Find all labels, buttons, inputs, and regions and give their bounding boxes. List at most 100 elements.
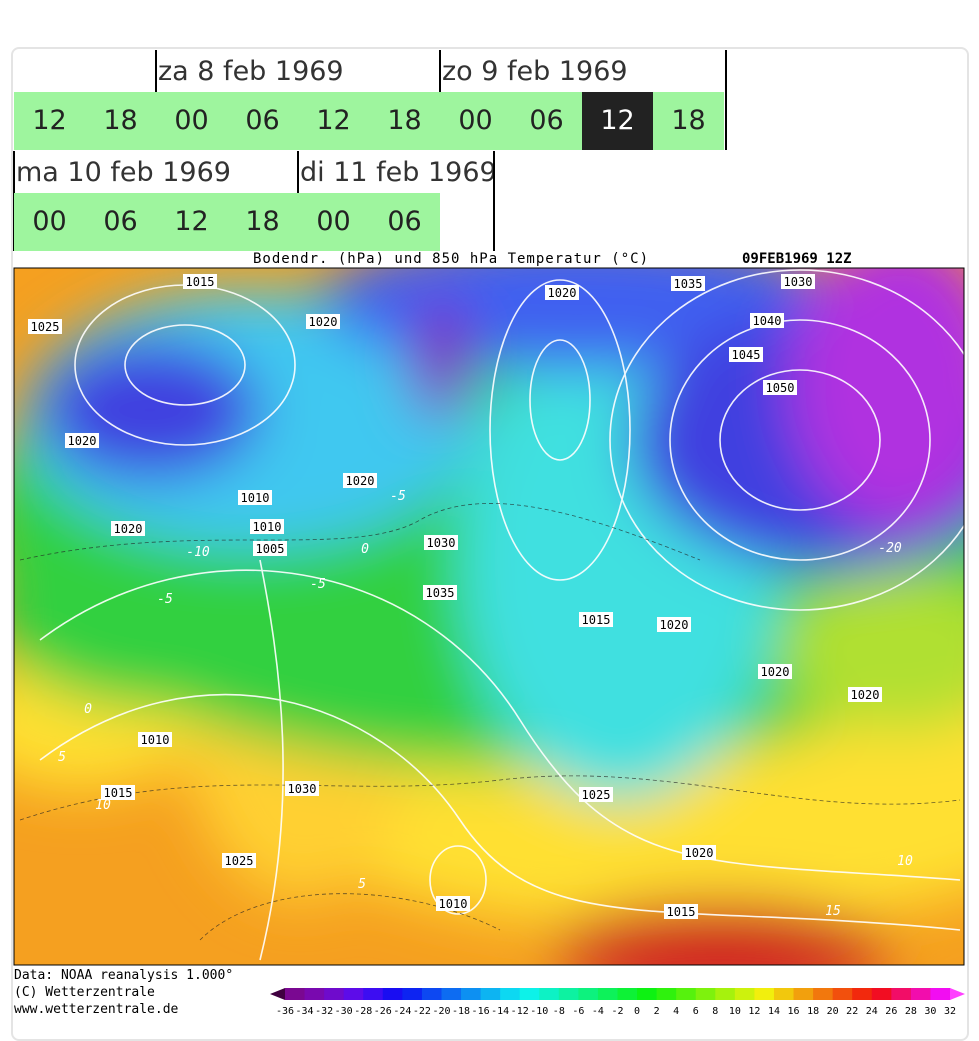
scale-swatch bbox=[930, 988, 951, 1000]
scale-label: 12 bbox=[748, 1006, 760, 1017]
hour-tab[interactable]: 06 bbox=[511, 92, 582, 150]
scale-swatch bbox=[656, 988, 677, 1000]
scale-swatch bbox=[519, 988, 540, 1000]
temperature-label: -20 bbox=[878, 541, 902, 556]
hour-tab[interactable]: 06 bbox=[227, 92, 298, 150]
isobar-label-box bbox=[671, 276, 705, 291]
temperature-label: 5 bbox=[58, 750, 66, 765]
scale-swatch bbox=[832, 988, 853, 1000]
temperature-label: 0 bbox=[361, 542, 369, 557]
hour-tab[interactable]: 06 bbox=[369, 193, 440, 251]
isobar-label: 1010 bbox=[141, 733, 170, 747]
hour-tab[interactable]: 18 bbox=[653, 92, 724, 150]
scale-swatch bbox=[363, 988, 384, 1000]
isobar-label-box bbox=[664, 904, 698, 919]
isobar-label-box bbox=[763, 380, 797, 395]
isobar-label-box bbox=[758, 664, 792, 679]
day-label: zo 9 feb 1969 bbox=[442, 56, 628, 87]
isobar-label-box bbox=[253, 541, 287, 556]
isobar-label: 1030 bbox=[288, 782, 317, 796]
scale-label: -16 bbox=[472, 1006, 490, 1017]
scale-label: -2 bbox=[611, 1006, 623, 1017]
isobar-label: 1015 bbox=[104, 786, 133, 800]
scale-swatch bbox=[441, 988, 462, 1000]
isobar-label: 1005 bbox=[256, 542, 285, 556]
scale-swatch bbox=[500, 988, 521, 1000]
hour-tab[interactable]: 12 bbox=[298, 92, 369, 150]
scale-label: -24 bbox=[393, 1006, 411, 1017]
scale-label: -30 bbox=[335, 1006, 353, 1017]
hour-tab[interactable]: 00 bbox=[298, 193, 369, 251]
day-label: ma 10 feb 1969 bbox=[16, 157, 231, 188]
isobar-label-box bbox=[848, 687, 882, 702]
isobar-label-box bbox=[250, 519, 284, 534]
isobar-label-box bbox=[285, 781, 319, 796]
scale-swatch bbox=[891, 988, 912, 1000]
isobar-label: 1020 bbox=[68, 434, 97, 448]
isobar-label-box bbox=[111, 521, 145, 536]
isobar-label-box bbox=[138, 732, 172, 747]
scale-label: -28 bbox=[354, 1006, 372, 1017]
isobar-label: 1020 bbox=[114, 522, 143, 536]
isobar-label: 1025 bbox=[31, 320, 60, 334]
hour-tab[interactable]: 12 bbox=[156, 193, 227, 251]
scale-label: 16 bbox=[788, 1006, 800, 1017]
hour-tab[interactable]: 00 bbox=[440, 92, 511, 150]
temperature-label: 0 bbox=[84, 702, 92, 717]
scale-swatch bbox=[597, 988, 618, 1000]
scale-arrow-right bbox=[950, 988, 965, 1000]
scale-label: 20 bbox=[827, 1006, 839, 1017]
scale-label: -32 bbox=[315, 1006, 333, 1017]
isobar-label: 1020 bbox=[548, 286, 577, 300]
day-label: di 11 feb 1969 bbox=[300, 157, 497, 188]
scale-swatch bbox=[852, 988, 873, 1000]
scale-swatch bbox=[558, 988, 579, 1000]
hour-tab[interactable]: 12 bbox=[14, 92, 85, 150]
scale-swatch bbox=[793, 988, 814, 1000]
isobar-label-box bbox=[101, 785, 135, 800]
temperature-label: -5 bbox=[157, 592, 173, 607]
hour-tab[interactable]: 18 bbox=[85, 92, 156, 150]
hour-tab[interactable]: 18 bbox=[369, 92, 440, 150]
hour-tab[interactable]: 06 bbox=[85, 193, 156, 251]
scale-label: -34 bbox=[296, 1006, 314, 1017]
scale-swatch bbox=[617, 988, 638, 1000]
isobar-label: 1010 bbox=[253, 520, 282, 534]
footer-url: www.wetterzentrale.de bbox=[14, 1002, 179, 1017]
isobar-label-box bbox=[306, 314, 340, 329]
scale-label: -22 bbox=[413, 1006, 431, 1017]
footer-source: Data: NOAA reanalysis 1.000° bbox=[14, 968, 233, 983]
isobar-label: 1010 bbox=[241, 491, 270, 505]
isobar-label-box bbox=[343, 473, 377, 488]
scale-label: -36 bbox=[276, 1006, 294, 1017]
isobar-label: 1015 bbox=[582, 613, 611, 627]
scale-label: -8 bbox=[553, 1006, 565, 1017]
scale-swatch bbox=[382, 988, 403, 1000]
scale-label: 4 bbox=[673, 1006, 679, 1017]
hour-tab[interactable]: 12 bbox=[582, 92, 653, 150]
isobar-label: 1045 bbox=[732, 348, 761, 362]
scale-label: 24 bbox=[866, 1006, 878, 1017]
scale-label: -18 bbox=[452, 1006, 470, 1017]
scale-swatch bbox=[813, 988, 834, 1000]
hour-tab[interactable]: 00 bbox=[14, 193, 85, 251]
temperature-label: 10 bbox=[897, 854, 913, 869]
scale-swatch bbox=[715, 988, 736, 1000]
hour-tab[interactable]: 18 bbox=[227, 193, 298, 251]
isobar-label: 1030 bbox=[427, 536, 456, 550]
isobar-label: 1035 bbox=[426, 586, 455, 600]
isobar-label-box bbox=[183, 274, 217, 289]
scale-swatch bbox=[343, 988, 364, 1000]
scale-label: -26 bbox=[374, 1006, 392, 1017]
isobar-label-box bbox=[682, 845, 716, 860]
hour-tab[interactable]: 00 bbox=[156, 92, 227, 150]
isobar-label: 1025 bbox=[582, 788, 611, 802]
scale-label: 28 bbox=[905, 1006, 917, 1017]
scale-swatch bbox=[461, 988, 482, 1000]
map-title: Bodendr. (hPa) und 850 hPa Temperatur (°… bbox=[253, 251, 649, 267]
temperature-label: 15 bbox=[825, 904, 841, 919]
scale-label: -14 bbox=[491, 1006, 509, 1017]
scale-swatch bbox=[734, 988, 755, 1000]
